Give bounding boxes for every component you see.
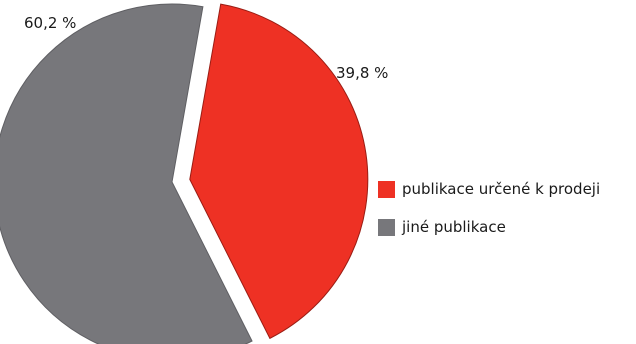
pie-slice-other [0,3,253,344]
pie-slice-for-sale [189,3,369,340]
legend-item-other: jiné publikace [378,216,630,238]
legend-item-for-sale: publikace určené k prodeji [378,178,630,200]
legend-label-other: jiné publikace [402,218,506,236]
chart-legend: publikace určené k prodeji jiné publikac… [378,178,630,254]
legend-label-for-sale: publikace určené k prodeji [402,180,601,198]
legend-swatch-other [378,218,395,236]
value-label-for-sale: 39,8 % [336,64,388,82]
legend-swatch-for-sale [378,180,395,198]
value-label-other: 60,2 % [24,14,76,32]
